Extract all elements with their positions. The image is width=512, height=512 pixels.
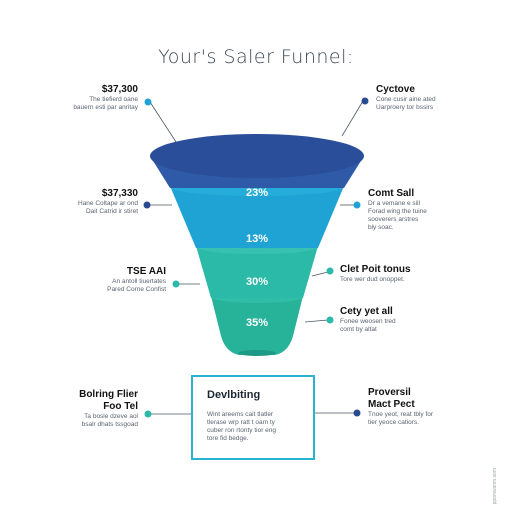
note-body: An antoll tiuertates Pared Corne Confist [107,278,166,293]
marker-right-2 [353,201,361,209]
note-head: Bolring Flier Foo Tel [79,389,138,412]
marker-right-1 [361,97,369,105]
note-body: Cone cusir aine ated Uarproery tor bssirs [376,96,436,111]
marker-right-3 [326,267,334,275]
note-head: Cyctove [376,84,415,95]
note-left-2: $37,330 Hane Coltape ar ond Dait Catrid i… [78,188,138,216]
box-body: Wint areems cait tlatler tlerase wrp ratt… [207,411,277,442]
note-body: Tnoe yeot, reat tbly for tier yeoce catio… [368,411,434,426]
note-head: Comt Sall [368,188,415,199]
stage-label-1: 23% [246,187,268,199]
stage-label-4: 35% [246,317,268,329]
note-body: The tiefierd oane bauern esti par anritay [73,96,138,111]
box-title: Devlbiting [207,389,261,401]
note-body: Hane Coltape ar ond Dait Catrid ir stiret [78,200,138,215]
connector-right-4 [304,319,329,323]
marker-left-1 [144,98,152,106]
note-body: Ta bosle dzeve aol bsalr dhats tssgoad [81,413,138,428]
funnel-stage-1-top [150,134,364,178]
note-body: Fonee weosen tred comt by altat [340,318,396,333]
note-head: TSE AAI [126,266,166,277]
funnel-stage-2 [170,186,344,248]
note-left-5: Bolring Flier Foo Tel Ta bosle dzeve aol… [79,389,138,429]
note-head: $37,300 [101,84,138,95]
note-left-3: TSE AAI An antoll tiuertates Pared Corne … [107,266,166,294]
note-right-3: Clet Poit tonus Tore wer dud onoppet. [340,264,411,284]
note-right-5: Proversil Mact Pect Tnoe yeot, reat tbly… [368,387,433,427]
marker-left-2 [143,201,151,209]
note-body: Dr a vemane e sill Forad wing the tuine s… [368,200,427,231]
note-right-2: Comt Sall Dr a vemane e sill Forad wing t… [368,188,427,232]
note-body: Tore wer dud onoppet. [340,276,405,283]
highlight-box: Devlbiting Wint areems cait tlatler tlera… [191,375,315,460]
connector-right-3 [311,271,329,277]
funnel-stage-4 [211,296,303,355]
note-left-1: $37,300 The tiefierd oane bauern esti par… [73,84,138,112]
note-head: Proversil Mact Pect [368,387,415,410]
stage-label-3: 30% [246,276,268,288]
note-head: Clet Poit tonus [340,264,411,275]
marker-right-4 [326,316,334,324]
note-right-1: Cyctove Cone cusir aine ated Uarproery to… [376,84,436,112]
funnel-stage-4-bottom [238,350,276,356]
marker-left-5 [144,410,152,418]
funnel-stage-3 [196,246,318,298]
connector-lines [148,100,364,415]
connector-right-1 [341,100,364,137]
marker-right-5 [353,409,361,417]
note-head: $37,330 [101,188,138,199]
note-right-4: Cety yet all Fonee weosen tred comt by al… [340,306,396,334]
page-title: Your's Saler Funnel: [158,46,354,68]
note-head: Cety yet all [340,306,393,317]
marker-left-3 [172,280,180,288]
stage-label-2: 13% [246,233,268,245]
corner-mark: ppomwsnm.som [492,468,498,505]
connector-left-1 [149,101,179,146]
